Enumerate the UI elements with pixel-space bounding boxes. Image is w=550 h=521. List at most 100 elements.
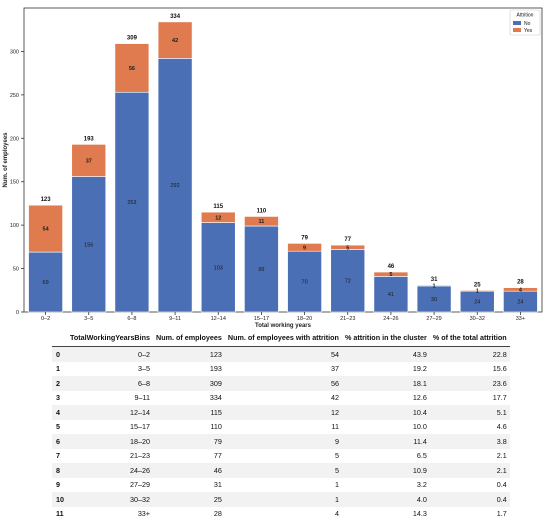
table-row-index: 4 [56, 407, 60, 417]
bar-no [416, 285, 452, 313]
x-tick-label: 0–2 [41, 316, 50, 322]
table-row-index: 9 [56, 480, 60, 490]
table-row: 6 18–20 79 9 11.4 3.8 [52, 434, 510, 449]
table-cell: 18.1 [412, 378, 427, 388]
bar-total-label: 28 [517, 280, 524, 286]
table-cell: 3.2 [416, 480, 427, 490]
table-cell: 1.7 [496, 509, 507, 519]
table-row-index: 10 [56, 494, 64, 504]
bar-yes [157, 21, 193, 59]
table-cell: 42 [330, 393, 339, 403]
table-cell: 6–8 [138, 378, 151, 388]
bar-yes [71, 144, 107, 177]
y-tick-label: 100 [10, 223, 19, 229]
x-tick-label: 18–20 [297, 316, 312, 322]
table-cell: 309 [209, 378, 222, 388]
attrition-chart: 0 50 100 150 200 250 300 Num. of employees Total… [3, 7, 543, 329]
legend-swatch [513, 28, 521, 32]
bar-yes [459, 289, 495, 292]
bar-total-label: 309 [127, 36, 138, 42]
bar-yes-label: 4 [519, 287, 523, 293]
table-cell: 14.3 [412, 509, 427, 519]
table-cell: 10.0 [412, 422, 427, 432]
table-cell: 123 [209, 349, 222, 359]
table-cell: 11 [331, 422, 339, 432]
bar-yes [330, 244, 366, 250]
table-cell: 2.1 [496, 451, 507, 461]
bar-yes-label: 5 [346, 245, 349, 251]
bar-no-label: 69 [43, 280, 49, 286]
bar-yes [287, 243, 322, 252]
table-header-row: TotalWorkingYearsBins Num. of employees Nu… [52, 330, 510, 347]
table-row: 0 0–2 123 54 43.9 22.8 [52, 346, 510, 362]
table-row-index: 8 [56, 465, 60, 475]
y-tick-label: 300 [10, 49, 19, 55]
bar-yes-label: 12 [215, 215, 221, 221]
table-row-index: 2 [56, 378, 60, 388]
bar-yes [373, 271, 409, 277]
table-cell: 23.6 [492, 378, 507, 388]
table-cell: 25 [213, 494, 222, 504]
bar-no-label: 72 [345, 279, 351, 285]
x-axis-label: Total working years [255, 323, 312, 329]
table-cell: 5 [334, 465, 339, 475]
bar-yes-label: 1 [476, 289, 479, 295]
bar-no [287, 250, 322, 313]
table-cell: 193 [209, 364, 222, 374]
bar-total-label: 110 [257, 208, 267, 214]
table-cell: 334 [209, 393, 222, 403]
table-cell: 33+ [137, 509, 151, 519]
y-axis-label: Num. of employees [3, 132, 9, 188]
table-cell: 3.8 [496, 436, 507, 446]
bar-yes [416, 284, 452, 287]
table-cell: 2.1 [496, 465, 507, 475]
attrition-table: TotalWorkingYearsBins Num. of employees Nu… [52, 330, 510, 521]
table-cell: 1 [334, 480, 339, 490]
table-row-index: 7 [56, 451, 60, 461]
table-column-header: TotalWorkingYearsBins [67, 330, 154, 347]
x-tick-label: 27–29 [426, 316, 441, 322]
table-body: 0 0–2 123 54 43.9 22.8 1 3–5 193 37 19.2 15.6 2 6–8 30… [52, 346, 510, 521]
table-column-header [52, 330, 67, 347]
table-row: 11 33+ 28 4 14.3 1.7 [52, 506, 510, 521]
table-cell: 0–2 [138, 349, 151, 359]
bar-yes-label: 42 [172, 38, 178, 44]
bar-no [330, 249, 366, 313]
y-tick-label: 200 [10, 136, 19, 142]
table-cell: 79 [213, 436, 222, 446]
bar-no-label: 99 [258, 267, 264, 273]
bar-yes [114, 43, 150, 93]
table-row: 8 24–26 46 5 10.9 2.1 [52, 463, 510, 478]
bar-total-label: 46 [388, 264, 395, 270]
bar-yes [28, 204, 63, 253]
table-cell: 12.6 [412, 393, 427, 403]
bar-no-label: 30 [431, 297, 437, 303]
table-row: 7 21–23 77 5 6.5 2.1 [52, 448, 510, 463]
table-row-index: 5 [56, 422, 60, 432]
plot-frame [23, 7, 543, 313]
table-cell: 5.1 [496, 407, 507, 417]
bar-no-label: 41 [388, 292, 394, 298]
bar-total-label: 334 [170, 14, 181, 20]
bar-no [244, 225, 279, 313]
x-tick-label: 24–26 [383, 316, 398, 322]
table-head: TotalWorkingYearsBins Num. of employees Nu… [52, 330, 510, 347]
x-tick-label: 6–8 [127, 316, 136, 322]
table-cell: 5 [334, 451, 339, 461]
bar-yes-label: 9 [303, 245, 306, 251]
bar-total-label: 31 [431, 277, 438, 283]
table-cell: 1 [334, 494, 339, 504]
y-tick-label: 0 [16, 310, 19, 316]
table-cell: 12–14 [130, 407, 151, 417]
table-row-index: 6 [56, 436, 60, 446]
x-tick-label: 30–32 [470, 316, 485, 322]
bar-total-label: 25 [474, 282, 481, 288]
table-cell: 15–17 [130, 422, 151, 432]
legend-swatch [513, 21, 521, 25]
bar-no-label: 70 [302, 280, 308, 286]
table-column-header: % of the total attrition [429, 330, 510, 347]
table-row: 5 15–17 110 11 10.0 4.6 [52, 419, 510, 434]
table-row-index: 1 [56, 364, 60, 374]
table-cell: 9 [334, 436, 339, 446]
table-cell: 4 [334, 509, 339, 519]
